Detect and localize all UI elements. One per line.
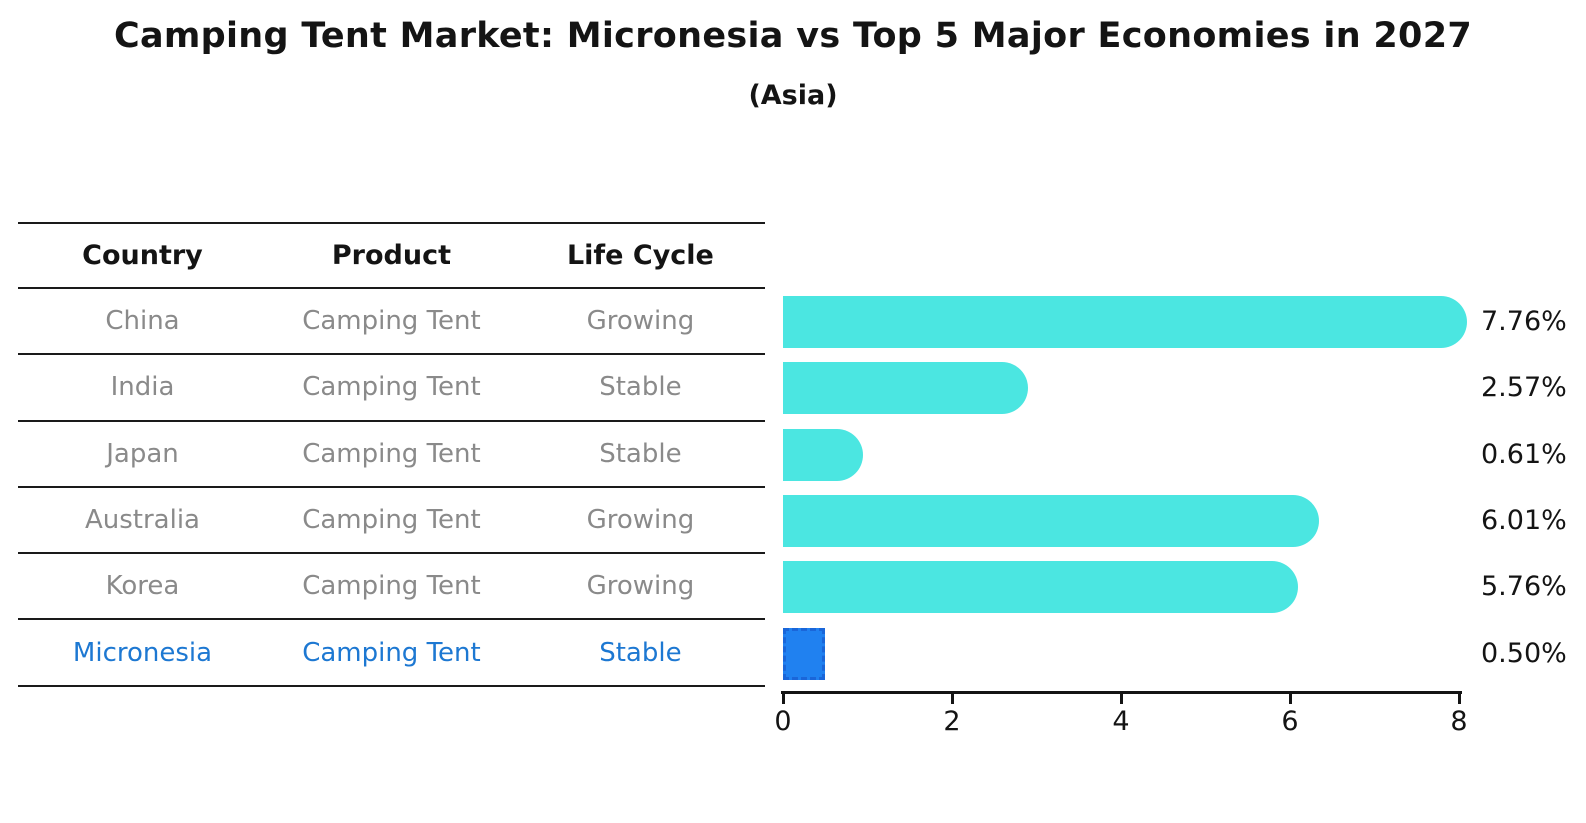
- cell-country: Japan: [106, 438, 179, 469]
- cell-product: Camping Tent: [302, 571, 481, 602]
- bar-value-labels: 7.76% 2.57% 0.61% 6.01% 5.76% 0.50%: [1481, 289, 1585, 687]
- chart-subtitle: (Asia): [748, 80, 838, 111]
- column-header-product: Product: [331, 240, 452, 271]
- cell-life-cycle: Growing: [586, 571, 695, 602]
- cell-country: Australia: [84, 505, 200, 536]
- cell-country: India: [110, 372, 175, 403]
- table-header-row: Country Product Life Cycle: [18, 224, 765, 289]
- bar-micronesia-highlighted: [783, 627, 826, 680]
- cell-country: Korea: [105, 571, 180, 602]
- country-table: Country Product Life Cycle China Camping …: [18, 222, 765, 687]
- cell-life-cycle: Growing: [586, 505, 695, 536]
- bar-india: [783, 362, 1029, 415]
- x-tick-mark-2: [950, 691, 954, 704]
- x-tick-mark-0: [781, 691, 785, 704]
- bar-value-label-japan: 0.61%: [1481, 438, 1567, 470]
- cell-life-cycle: Growing: [586, 306, 695, 337]
- table-row-india: India Camping Tent Stable: [18, 355, 765, 422]
- cell-product: Camping Tent: [302, 637, 481, 668]
- table-row-korea: Korea Camping Tent Growing: [18, 554, 765, 621]
- x-tick-label-0: 0: [774, 706, 792, 737]
- bar-value-label-australia: 6.01%: [1481, 505, 1567, 537]
- x-tick-label-8: 8: [1450, 706, 1468, 737]
- column-header-life-cycle: Life Cycle: [566, 240, 714, 271]
- cell-product: Camping Tent: [302, 438, 481, 469]
- x-tick-label-4: 4: [1112, 706, 1130, 737]
- bar-korea: [783, 561, 1298, 614]
- x-tick-mark-6: [1288, 691, 1292, 704]
- column-header-country: Country: [82, 240, 203, 271]
- table-row-australia: Australia Camping Tent Growing: [18, 488, 765, 555]
- bar-value-label-india: 2.57%: [1481, 372, 1567, 404]
- bar-plot-area: [783, 289, 1553, 687]
- table-row-micronesia: Micronesia Camping Tent Stable: [18, 620, 765, 687]
- cell-life-cycle: Stable: [599, 372, 682, 403]
- cell-life-cycle: Stable: [599, 637, 682, 668]
- bar-australia: [783, 495, 1319, 548]
- x-tick-mark-4: [1119, 691, 1123, 704]
- x-tick-mark-8: [1457, 691, 1461, 704]
- cell-life-cycle: Stable: [599, 438, 682, 469]
- cell-product: Camping Tent: [302, 306, 481, 337]
- bar-value-label-micronesia: 0.50%: [1481, 637, 1567, 669]
- bar-japan: [783, 428, 863, 481]
- cell-product: Camping Tent: [302, 505, 481, 536]
- cell-country: Micronesia: [72, 637, 213, 668]
- chart-title: Camping Tent Market: Micronesia vs Top 5…: [113, 16, 1473, 56]
- table-body: China Camping Tent Growing India Camping Ten…: [18, 289, 765, 687]
- cell-product: Camping Tent: [302, 372, 481, 403]
- cell-country: China: [105, 306, 180, 337]
- bar-china: [783, 296, 1467, 349]
- table-row-china: China Camping Tent Growing: [18, 289, 765, 356]
- table-row-japan: Japan Camping Tent Stable: [18, 422, 765, 488]
- bar-value-label-korea: 5.76%: [1481, 571, 1567, 603]
- bar-value-label-china: 7.76%: [1481, 306, 1567, 338]
- x-tick-label-2: 2: [943, 706, 961, 737]
- x-tick-label-6: 6: [1281, 706, 1299, 737]
